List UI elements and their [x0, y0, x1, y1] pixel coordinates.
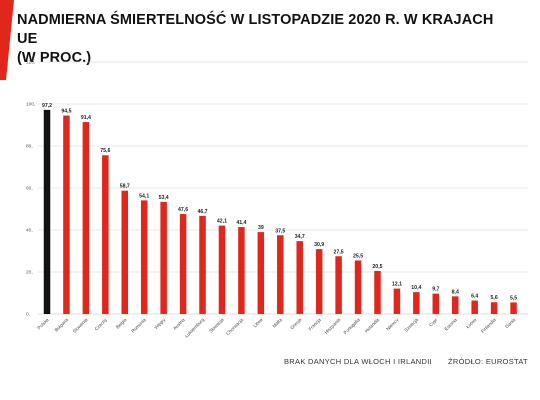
x-tick-label: Luksemburg [184, 317, 206, 339]
bar [179, 214, 187, 314]
bar [140, 200, 148, 314]
x-tick-label: Cypr [428, 317, 439, 328]
bar-value-label: 47,6 [178, 207, 188, 213]
corner-accent-polygon [0, 0, 14, 80]
bar-value-label: 12,1 [392, 282, 402, 288]
x-tick-label: Polska [36, 317, 50, 331]
bar-value-label: 9,7 [432, 287, 439, 293]
bar-value-label: 97,2 [42, 103, 52, 109]
x-tick-label: Litwa [252, 317, 263, 328]
bar [490, 302, 498, 314]
x-tick-label: Rumunia [130, 317, 147, 334]
bar-value-label: 27,5 [334, 249, 344, 255]
bar [199, 215, 206, 314]
y-tick-label: 80, [26, 144, 33, 150]
bar [82, 122, 90, 314]
x-tick-label: Finlandia [480, 317, 497, 334]
y-tick-label: 120, [26, 60, 35, 66]
bar-value-label: 94,5 [61, 109, 71, 115]
corner-accent-shape [0, 0, 14, 80]
bar-value-label: 39 [258, 225, 264, 231]
bar [121, 190, 129, 314]
x-tick-label: Węgry [153, 317, 166, 330]
x-tick-label: Szwecja [403, 317, 419, 333]
x-tick-label: Czechy [94, 317, 109, 332]
bar [257, 232, 265, 314]
x-tick-label: Grecja [289, 317, 302, 330]
x-tick-label: Słowenia [72, 317, 89, 334]
bar [102, 155, 109, 314]
x-tick-label: Łotwa [465, 317, 478, 330]
bar-value-label: 41,4 [236, 220, 246, 226]
bar [432, 293, 440, 314]
chart-title-line-1: NADMIERNA ŚMIERTELNOŚĆ W LISTOPADZIE 202… [17, 12, 494, 47]
bar [43, 109, 51, 314]
bar [63, 115, 70, 314]
bar [471, 300, 478, 314]
bar [238, 227, 245, 314]
source-note: ŹRÓDŁO: EUROSTAT [448, 357, 528, 366]
bar-value-label: 58,7 [120, 184, 130, 190]
bar-value-label: 20,5 [372, 264, 382, 270]
bar [451, 296, 459, 314]
x-tick-label: Malta [272, 317, 284, 329]
bar-value-label: 42,1 [217, 219, 227, 225]
bar-value-label: 5,5 [510, 295, 517, 301]
bar-value-label: 91,4 [81, 115, 91, 121]
x-tick-label: Hiszpania [324, 317, 342, 335]
bar [354, 260, 362, 314]
x-tick-label: Niemcy [385, 317, 400, 332]
bar-value-label: 10,4 [411, 285, 421, 291]
x-tick-label: Holandia [364, 317, 381, 334]
bar [315, 249, 323, 314]
y-tick-label: 20, [26, 270, 33, 276]
x-tick-label: Dania [504, 317, 516, 329]
x-tick-label: Estonia [444, 317, 459, 332]
bar [393, 288, 401, 314]
x-tick-label: Słowacja [208, 317, 225, 334]
y-tick-label: 100, [26, 102, 35, 108]
x-tick-label: Bułgaria [54, 317, 70, 333]
bar-value-label: 37,5 [275, 228, 285, 234]
bar [296, 241, 303, 314]
bar [374, 270, 381, 314]
y-tick-label: 0, [26, 312, 30, 318]
bar-value-label: 54,1 [139, 193, 149, 199]
bar-value-label: 30,9 [314, 242, 324, 248]
x-tick-label: Chorwacja [225, 317, 244, 336]
bar-value-label: 6,4 [471, 294, 478, 300]
x-tick-label: Austria [172, 317, 186, 331]
bar-value-label: 46,7 [197, 209, 207, 215]
bar [277, 235, 284, 314]
bar [218, 225, 226, 314]
bar-value-label: 5,6 [491, 295, 498, 301]
missing-data-note: BRAK DANYCH DLA WŁOCH I IRLANDII [284, 357, 432, 366]
y-tick-label: 60, [26, 186, 33, 192]
x-tick-label: Francja [307, 317, 322, 332]
bar [160, 201, 167, 314]
bar-value-label: 25,5 [353, 253, 363, 259]
bar-value-label: 34,7 [295, 234, 305, 240]
bar-value-label: 53,4 [159, 195, 169, 201]
bar-value-label: 8,4 [452, 289, 459, 295]
y-tick-label: 40, [26, 228, 33, 234]
bar [335, 256, 342, 314]
bar [413, 292, 420, 314]
x-tick-label: Belgia [115, 317, 128, 330]
bar [510, 302, 517, 314]
x-tick-label: Portugalia [343, 317, 361, 335]
bar-value-label: 75,6 [100, 148, 110, 154]
